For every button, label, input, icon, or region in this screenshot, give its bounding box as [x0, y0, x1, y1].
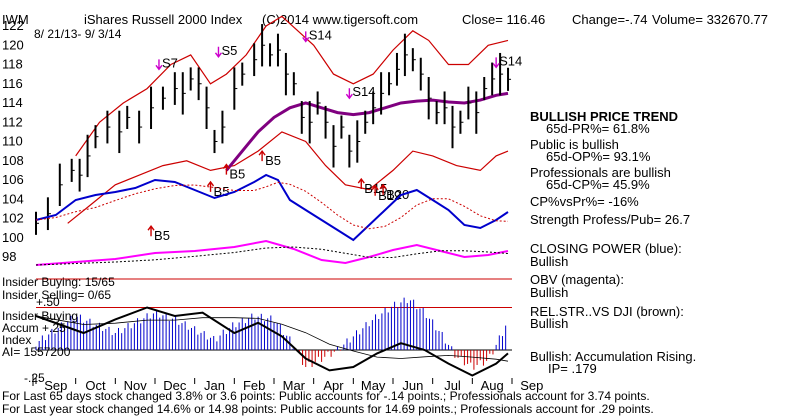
- y-tick-label: 102: [2, 211, 24, 226]
- y-tick-label: 114: [2, 95, 23, 110]
- signal-label: S5: [221, 43, 237, 58]
- buy-arrow: [147, 225, 155, 237]
- footer-line-2: For Last year stock changed 14.6% or 14.…: [2, 402, 654, 416]
- relstr-title: REL.STR..VS DJI (brown):: [530, 304, 684, 319]
- change-value: Change=-.74: [572, 12, 648, 27]
- x-tick-label: Feb: [243, 378, 265, 393]
- x-tick-label: Jun: [402, 378, 423, 393]
- pr-value: 65d-PR%= 61.8%: [546, 121, 650, 136]
- accum-plus25-label: +.25: [42, 321, 66, 335]
- y-tick-label: 108: [2, 153, 24, 168]
- op-value: 65d-OP%= 93.1%: [546, 149, 651, 164]
- y-tick-label: 120: [2, 37, 24, 52]
- lower-band-line: [67, 131, 509, 224]
- x-tick-label: Oct: [85, 378, 106, 393]
- ma-65-line: [225, 91, 509, 172]
- rel-strength-ma-line: [35, 315, 509, 362]
- x-tick-label: Nov: [124, 378, 148, 393]
- x-tick-label: Jul: [444, 378, 461, 393]
- y-tick-label: 110: [2, 134, 23, 149]
- sell-arrow: [302, 31, 310, 43]
- y-tick-label: 98: [2, 249, 16, 264]
- insider-buying-label: Insider Buying: 15/65: [2, 275, 115, 289]
- ticker-label: IWM: [2, 12, 29, 27]
- x-tick-label: May: [361, 378, 386, 393]
- signal-label: S14: [352, 84, 375, 99]
- accum-label: Accum: [2, 321, 39, 335]
- sell-arrow: [155, 59, 163, 71]
- x-tick-label: Aug: [481, 378, 504, 393]
- y-tick-label: 106: [2, 172, 24, 187]
- copyright-text: (C)2014 www.tigersoft.com: [262, 12, 418, 27]
- signal-label: S14: [309, 27, 332, 42]
- relstr-value: Bullish: [530, 316, 568, 331]
- sell-arrow: [492, 57, 500, 69]
- buy-arrow: [258, 149, 266, 162]
- obv-value: Bullish: [530, 285, 568, 300]
- professionals-status: Professionals are bullish: [530, 165, 671, 180]
- x-tick-label: Dec: [163, 378, 187, 393]
- footer-line-1: For Last 65 days stock changed 3.8% or 3…: [2, 389, 650, 403]
- chart-title: iShares Russell 2000 Index: [84, 12, 243, 27]
- accum-title: Bullish: Accumulation Rising.: [530, 349, 696, 364]
- upper-band-line: [75, 15, 509, 157]
- closing-power-line: [35, 173, 509, 242]
- ai-value: AI= 1557200: [2, 345, 71, 359]
- buy-arrow: [222, 163, 230, 175]
- insider-buying-label-2: Insider Buying: [2, 309, 78, 323]
- x-tick-label: Sep: [44, 378, 67, 393]
- y-tick-label: 122: [2, 18, 24, 33]
- public-status: Public is bullish: [530, 137, 619, 152]
- date-range: 8/ 21/13- 9/ 3/14: [34, 27, 122, 41]
- buy-arrow: [379, 183, 387, 195]
- signal-label: B5: [229, 167, 245, 182]
- buy-arrow: [206, 180, 215, 192]
- closing-power-title: CLOSING POWER (blue):: [530, 241, 682, 256]
- buy-arrow: [357, 177, 365, 190]
- signal-label: B5: [265, 153, 281, 168]
- ip-value: IP= .179: [548, 361, 597, 376]
- insider-selling-label: Insider Selling= 0/65: [2, 288, 111, 302]
- signal-label: B5: [154, 228, 170, 243]
- closing-power-ma-line: [35, 181, 509, 230]
- obv-title: OBV (magenta):: [530, 272, 624, 287]
- rel-strength-line: [35, 306, 509, 377]
- sell-arrow: [214, 46, 223, 58]
- signal-label: B20: [386, 187, 409, 202]
- index-label: Index: [2, 333, 31, 347]
- y-tick-label: 100: [2, 230, 24, 245]
- buy-arrow: [371, 184, 379, 196]
- trend-title: BULLISH PRICE TREND: [530, 109, 678, 124]
- x-tick-label: Apr: [323, 378, 344, 393]
- y-tick-label: 116: [2, 76, 23, 91]
- x-tick-label: Sep: [520, 378, 543, 393]
- obv-line: [35, 239, 509, 266]
- close-value: Close= 116.46: [462, 12, 545, 27]
- y-tick-label: 104: [2, 191, 24, 206]
- x-tick-label: Jan: [204, 378, 225, 393]
- accum-minus25-label: -.25: [24, 371, 45, 385]
- closing-power-value: Bullish: [530, 254, 568, 269]
- accum-plus50-label: +.50: [36, 295, 60, 309]
- obv-ma-line: [35, 246, 509, 266]
- volume-value: Volume= 332670.77: [652, 12, 768, 27]
- cpvspr-value: CP%vsPr%= -16%: [530, 194, 639, 209]
- y-tick-label: 118: [2, 57, 23, 72]
- strength-value: Strength Profess/Pub= 26.7: [530, 212, 690, 227]
- x-axis-ticks: Sep Oct Nov Dec Jan Feb Mar Apr May Jun Jul Aug Sep: [35, 378, 543, 393]
- signal-label: S7: [162, 55, 178, 70]
- x-tick-label: Mar: [283, 378, 306, 393]
- y-axis-ticks: 122 120 118 116 114 112 110 108 106 104 102 100 98: [2, 18, 24, 264]
- sell-arrow: [345, 88, 353, 100]
- y-tick-label: 112: [2, 114, 23, 129]
- cp-value: 65d-CP%= 45.9%: [546, 177, 650, 192]
- signal-label: S14: [499, 53, 522, 68]
